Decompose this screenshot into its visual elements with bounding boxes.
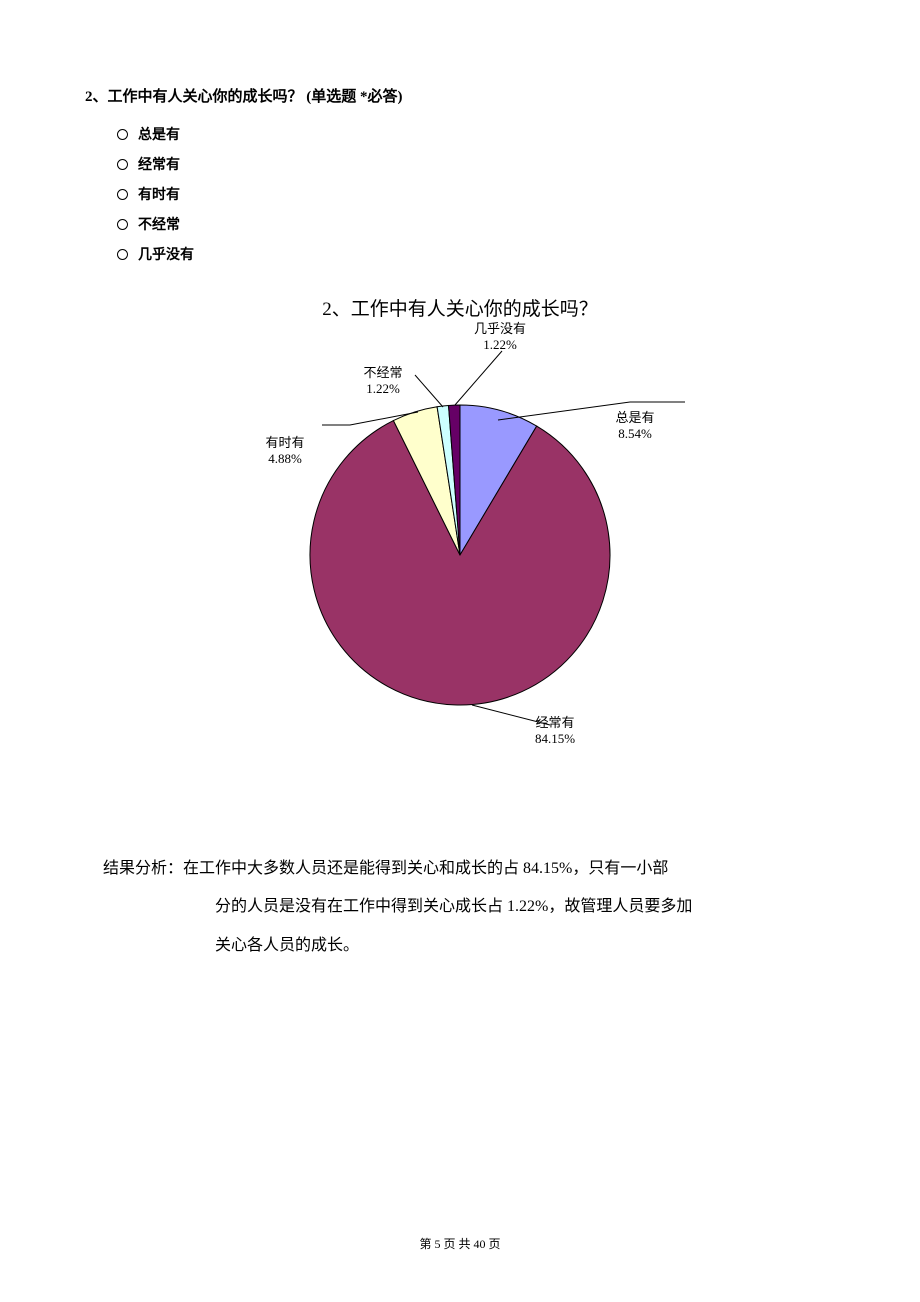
slice-label: 几乎没有1.22% — [474, 321, 526, 354]
radio-icon — [117, 219, 128, 230]
slice-label-pct: 1.22% — [363, 381, 402, 397]
slice-label-name: 有时有 — [265, 435, 304, 451]
slice-label-pct: 8.54% — [615, 426, 654, 442]
analysis-line2: 分的人员是没有在工作中得到关心成长占 1.22%，故管理人员要多加 — [103, 888, 817, 926]
option-row[interactable]: 不经常 — [117, 214, 835, 234]
slice-label-pct: 84.15% — [535, 731, 575, 747]
slice-label: 经常有84.15% — [535, 715, 575, 748]
option-row[interactable]: 有时有 — [117, 184, 835, 204]
slice-label-pct: 4.88% — [265, 451, 304, 467]
slice-label-name: 几乎没有 — [474, 321, 526, 337]
option-row[interactable]: 几乎没有 — [117, 244, 835, 264]
analysis-line1: 在工作中大多数人员还是能得到关心和成长的占 84.15%，只有一小部 — [183, 860, 668, 877]
slice-label: 不经常1.22% — [363, 365, 402, 398]
slice-label-name: 不经常 — [363, 365, 402, 381]
slice-label-pct: 1.22% — [474, 337, 526, 353]
leader-line — [455, 351, 502, 405]
analysis-prefix: 结果分析： — [103, 860, 183, 877]
option-row[interactable]: 总是有 — [117, 124, 835, 144]
option-label: 不经常 — [138, 214, 180, 234]
pie-chart-block: 2、工作中有人关心你的成长吗？ 总是有8.54% 经常有84.15% 有时有4.88… — [200, 294, 720, 745]
radio-icon — [117, 249, 128, 260]
chart-title: 2、工作中有人关心你的成长吗？ — [200, 294, 720, 321]
leader-line — [498, 402, 685, 420]
leader-line — [415, 375, 443, 407]
radio-icon — [117, 189, 128, 200]
option-row[interactable]: 经常有 — [117, 154, 835, 174]
slice-label-name: 总是有 — [615, 410, 654, 426]
option-label: 有时有 — [138, 184, 180, 204]
analysis-line3: 关心各人员的成长。 — [103, 927, 817, 965]
analysis-text: 结果分析：在工作中大多数人员还是能得到关心和成长的占 84.15%，只有一小部 … — [85, 805, 835, 965]
radio-icon — [117, 129, 128, 140]
slice-label-name: 经常有 — [535, 715, 575, 731]
radio-icon — [117, 159, 128, 170]
slice-label: 有时有4.88% — [265, 435, 304, 468]
slice-label: 总是有8.54% — [615, 410, 654, 443]
page-footer: 第 5 页 共 40 页 — [0, 1235, 920, 1252]
option-label: 几乎没有 — [138, 244, 194, 264]
option-label: 经常有 — [138, 154, 180, 174]
question-title: 2、工作中有人关心你的成长吗？ (单选题 *必答) — [85, 85, 835, 106]
options-list: 总是有经常有有时有不经常几乎没有 — [85, 124, 835, 264]
pie-chart: 总是有8.54%经常有84.15%有时有4.88%不经常1.22%几乎没有1.2… — [200, 325, 720, 745]
option-label: 总是有 — [138, 124, 180, 144]
